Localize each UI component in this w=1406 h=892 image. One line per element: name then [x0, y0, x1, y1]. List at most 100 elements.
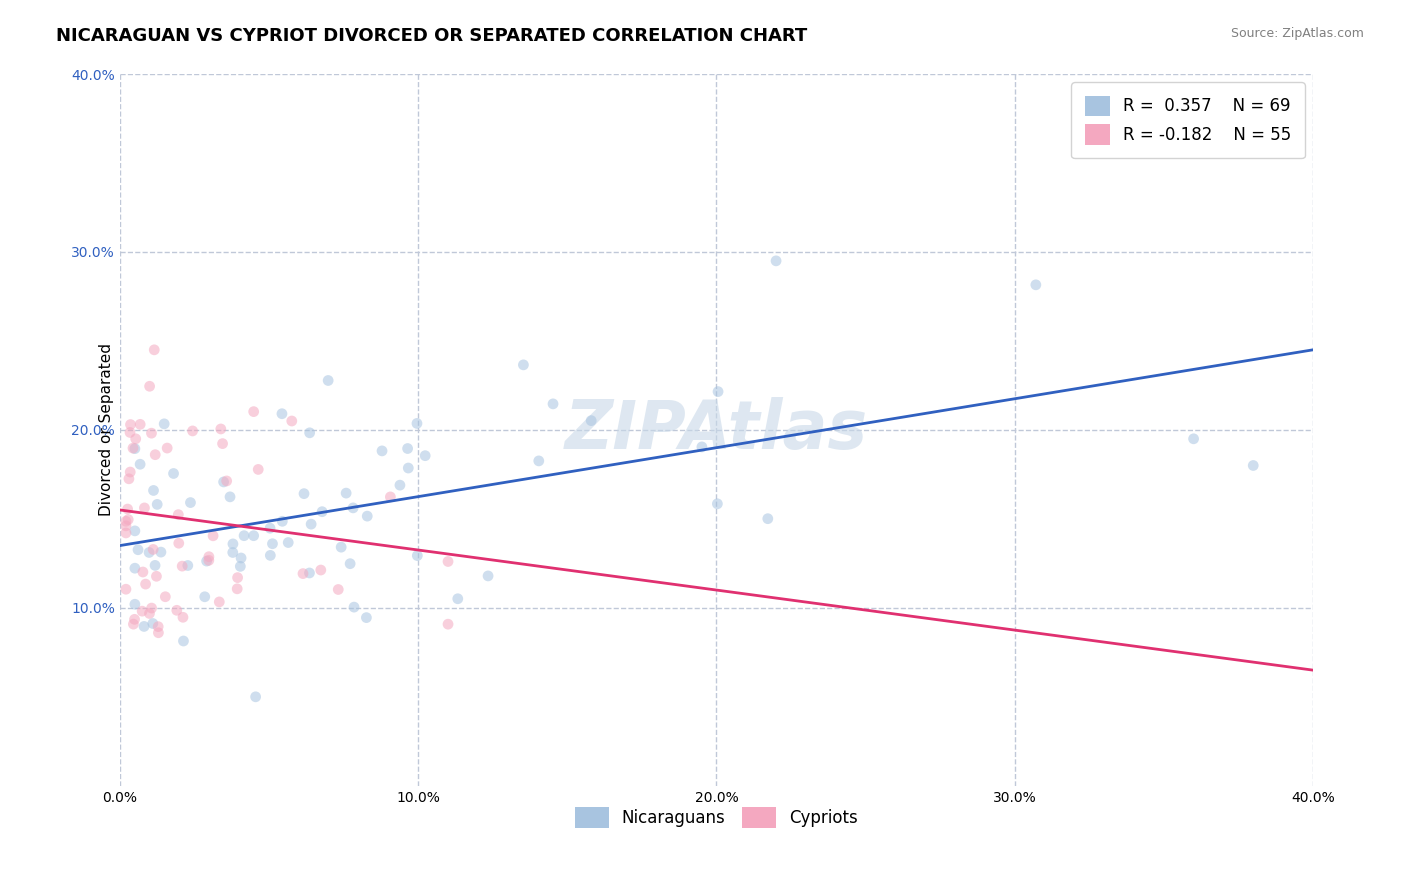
Point: [356, 509, 378, 524]
Point: [162, 467, 184, 481]
Point: [1182, 432, 1205, 446]
Point: [132, 619, 155, 633]
Point: [138, 379, 160, 393]
Point: [1241, 458, 1264, 473]
Point: [212, 475, 235, 489]
Point: [343, 600, 366, 615]
Point: [153, 417, 176, 431]
Point: [142, 616, 165, 631]
Point: [271, 514, 294, 528]
Point: [138, 545, 160, 559]
Point: [437, 617, 460, 632]
Point: [245, 690, 267, 704]
Point: [143, 343, 166, 357]
Point: [142, 483, 165, 498]
Point: [396, 461, 419, 475]
Point: [179, 495, 201, 509]
Point: [146, 497, 169, 511]
Point: [707, 384, 730, 399]
Point: [406, 417, 429, 431]
Point: [141, 601, 163, 615]
Point: [292, 566, 315, 581]
Point: [765, 253, 787, 268]
Point: [120, 417, 142, 432]
Point: [406, 549, 429, 563]
Point: [298, 566, 321, 580]
Point: [156, 441, 179, 455]
Y-axis label: Divorced or Separated: Divorced or Separated: [100, 343, 114, 516]
Point: [292, 486, 315, 500]
Point: [115, 582, 138, 597]
Point: [309, 563, 332, 577]
Text: NICARAGUAN VS CYPRIOT DIVORCED OR SEPARATED CORRELATION CHART: NICARAGUAN VS CYPRIOT DIVORCED OR SEPARA…: [56, 27, 807, 45]
Point: [380, 490, 402, 504]
Point: [437, 554, 460, 568]
Point: [134, 500, 156, 515]
Point: [262, 537, 284, 551]
Point: [149, 545, 172, 559]
Point: [298, 425, 321, 440]
Text: ZIPAtlas: ZIPAtlas: [565, 397, 868, 463]
Point: [756, 511, 779, 525]
Point: [172, 559, 194, 574]
Point: [115, 519, 138, 533]
Point: [330, 540, 353, 554]
Point: [167, 536, 190, 550]
Point: [148, 625, 170, 640]
Point: [271, 407, 294, 421]
Point: [198, 553, 221, 567]
Point: [229, 551, 252, 566]
Point: [512, 358, 534, 372]
Point: [413, 449, 436, 463]
Point: [277, 535, 299, 549]
Point: [122, 441, 145, 455]
Point: [339, 557, 361, 571]
Point: [124, 561, 146, 575]
Point: [125, 432, 148, 446]
Point: [579, 414, 602, 428]
Point: [145, 569, 167, 583]
Point: [311, 505, 333, 519]
Point: [222, 545, 245, 559]
Point: [167, 508, 190, 522]
Point: [177, 558, 200, 573]
Point: [281, 414, 304, 428]
Point: [166, 603, 188, 617]
Point: [229, 559, 252, 574]
Point: [219, 490, 242, 504]
Point: [124, 442, 146, 456]
Point: [124, 524, 146, 538]
Point: [259, 549, 281, 563]
Point: [172, 610, 194, 624]
Point: [247, 462, 270, 476]
Point: [124, 597, 146, 611]
Point: [141, 426, 163, 441]
Point: [132, 565, 155, 579]
Point: [299, 517, 322, 532]
Point: [115, 514, 138, 528]
Point: [233, 529, 256, 543]
Point: [208, 595, 231, 609]
Point: [143, 558, 166, 573]
Point: [226, 571, 249, 585]
Point: [122, 617, 145, 632]
Point: [447, 591, 470, 606]
Point: [138, 607, 160, 621]
Point: [222, 537, 245, 551]
Point: [541, 397, 564, 411]
Point: [226, 582, 249, 596]
Point: [118, 472, 141, 486]
Point: [242, 529, 264, 543]
Point: [259, 521, 281, 535]
Point: [356, 610, 378, 624]
Point: [388, 478, 411, 492]
Point: [131, 604, 153, 618]
Point: [477, 569, 499, 583]
Point: [316, 374, 339, 388]
Point: [215, 474, 238, 488]
Point: [135, 577, 157, 591]
Point: [155, 590, 177, 604]
Point: [342, 500, 364, 515]
Point: [181, 424, 204, 438]
Point: [706, 497, 728, 511]
